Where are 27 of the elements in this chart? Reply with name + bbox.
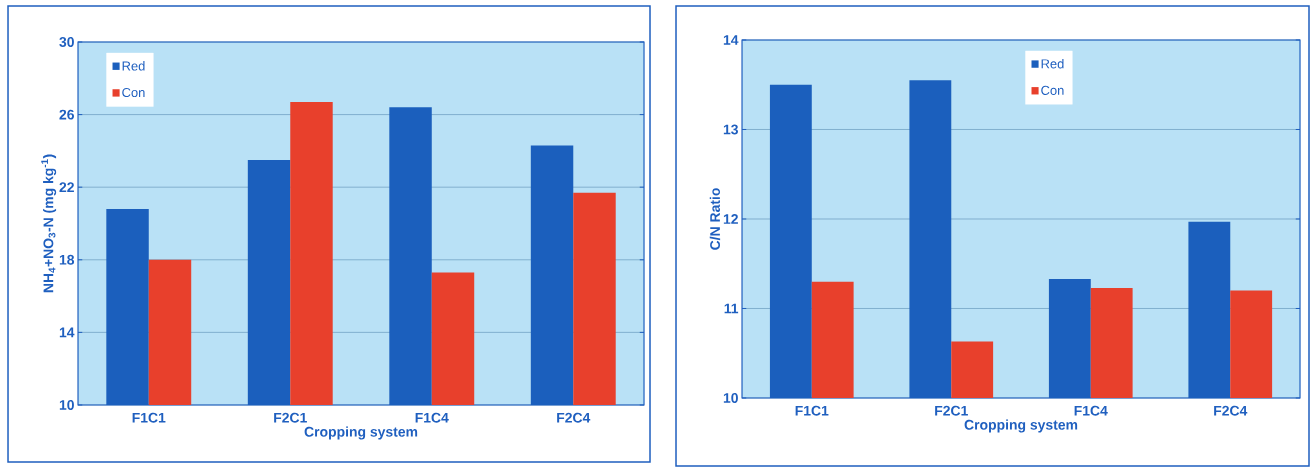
legend-label: Con (1041, 85, 1064, 95)
legend-label: Red (122, 61, 145, 71)
y-tick-label: 14 (59, 327, 75, 338)
y-axis-title: NH$_{4}$+NO$_{3}$-N (mg kg$^{-1}$) (41, 154, 57, 293)
x-tick-label: F1C4 (1074, 405, 1108, 416)
x-tick-label: F2C1 (274, 412, 307, 423)
x-tick-label: F1C1 (795, 405, 829, 416)
legend-label: Con (122, 87, 145, 98)
y-tick-label: 10 (59, 400, 74, 410)
x-tick-label: F1C4 (415, 412, 449, 423)
y-tick-label: 18 (59, 254, 75, 265)
y-tick-label: 14 (723, 35, 739, 45)
x-tick-label: F1C1 (132, 412, 166, 423)
x-axis-title: Cropping system (964, 419, 1078, 433)
y-axis-title: C/N Ratio (709, 188, 721, 250)
y-tick-label: 10 (723, 393, 738, 403)
y-tick-label: 12 (723, 214, 738, 224)
y-tick-label: 13 (723, 124, 738, 135)
x-tick-label: F2C4 (557, 412, 591, 423)
y-tick-label: 11 (724, 303, 739, 314)
legend-label: Red (1041, 58, 1064, 69)
x-tick-label: F2C1 (935, 405, 968, 416)
y-tick-label: 22 (59, 182, 74, 193)
y-tick-label: 26 (59, 109, 74, 120)
x-axis-title: Cropping system (304, 426, 418, 440)
y-tick-label: 30 (59, 37, 74, 47)
x-tick-label: F2C4 (1214, 405, 1248, 416)
